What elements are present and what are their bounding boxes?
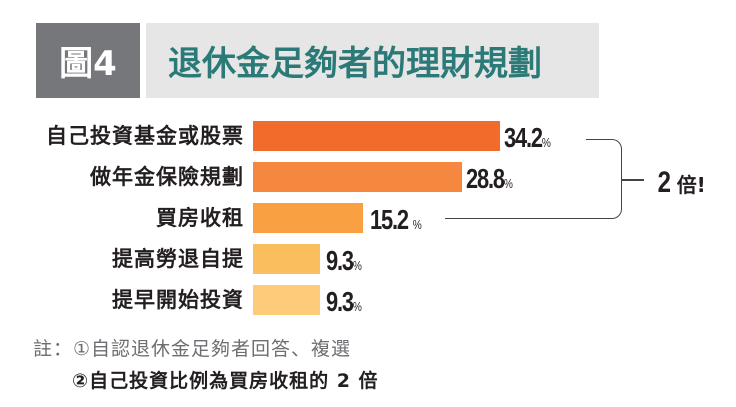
bar-label: 自己投資基金或股票: [46, 124, 244, 148]
bar-row: 買房收租 15.2 %: [0, 202, 736, 235]
bar-row: 做年金保險規劃 28.8%: [0, 161, 736, 194]
bar-label: 提高勞退自提: [112, 247, 244, 271]
bar: [253, 121, 500, 151]
bar-row: 提早開始投資 9.3%: [0, 284, 736, 317]
bracket-line: [445, 217, 591, 219]
bar-value: 9.3%: [326, 286, 362, 317]
bar-label: 提早開始投資: [112, 288, 244, 312]
bar-row: 自己投資基金或股票 34.2%: [0, 120, 736, 153]
chart-title: 退休金足夠者的理財規劃: [146, 23, 599, 98]
comparison-bracket: [586, 139, 622, 219]
bracket-tick: [622, 179, 644, 181]
bar-value: 15.2 %: [370, 204, 422, 235]
bar-label: 做年金保險規劃: [90, 165, 244, 189]
bar-value: 34.2%: [504, 122, 551, 153]
bar: [253, 244, 320, 274]
bar-row: 提高勞退自提 9.3%: [0, 243, 736, 276]
footnote-2: ②自己投資比例為買房收租的 2 倍: [72, 370, 379, 392]
bar-label: 買房收租: [156, 206, 244, 230]
bar: [253, 203, 363, 233]
bar: [253, 162, 462, 192]
figure-number: 圖4: [36, 23, 140, 98]
bar: [253, 285, 320, 315]
annotation-2x: 2 倍!: [657, 166, 706, 199]
bar-value: 9.3%: [326, 245, 362, 276]
bar-value: 28.8%: [466, 163, 513, 194]
footnote-1: 註：①自認退休金足夠者回答、複選: [33, 338, 352, 360]
